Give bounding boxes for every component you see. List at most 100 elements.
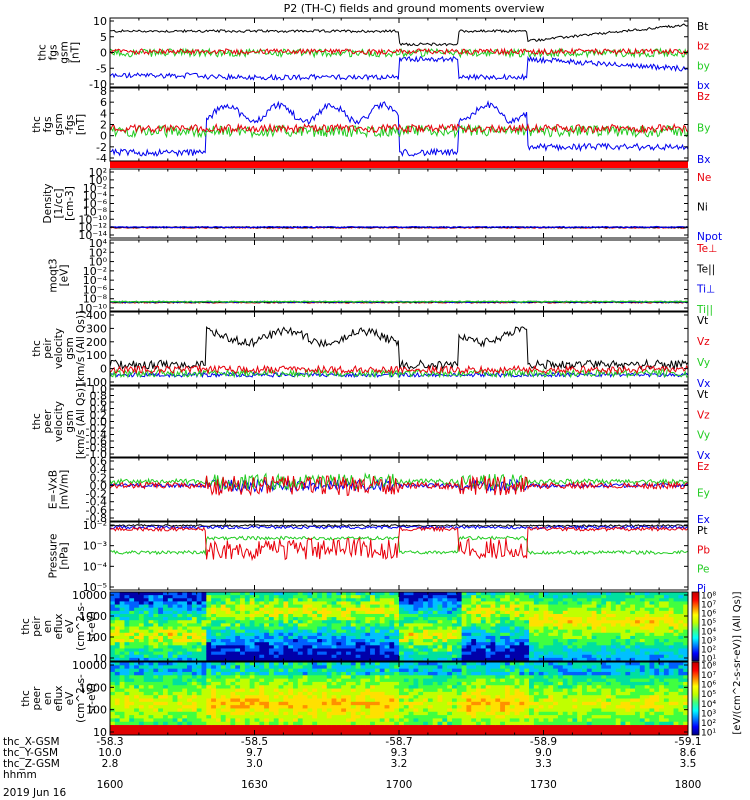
spectrogram-cell bbox=[273, 688, 279, 693]
spectrogram-cell bbox=[134, 623, 140, 627]
spectrogram-cell bbox=[283, 701, 289, 706]
spectrogram-cell bbox=[215, 671, 222, 676]
spectrogram-cell bbox=[572, 632, 578, 637]
spectrogram-cell bbox=[471, 688, 477, 693]
spectrogram-cell bbox=[278, 617, 284, 621]
spectrogram-cell bbox=[235, 657, 241, 661]
spectrogram-cell bbox=[451, 654, 458, 659]
spectrogram-cell bbox=[119, 671, 125, 676]
spectrogram-cell bbox=[389, 671, 395, 676]
spectrogram-cell bbox=[283, 698, 289, 703]
spectrogram-cell bbox=[283, 651, 289, 656]
spectrogram-cell bbox=[201, 595, 207, 599]
spectrogram-cell bbox=[456, 721, 463, 726]
spectrogram-cell bbox=[355, 595, 361, 599]
spectrogram-cell bbox=[273, 657, 279, 661]
series-line bbox=[110, 55, 688, 82]
spectrogram-cell bbox=[562, 595, 568, 599]
spectrogram-cell bbox=[187, 598, 193, 602]
spectrogram-cell bbox=[177, 595, 183, 599]
y-axis-label: [cm-3] bbox=[64, 186, 76, 221]
spectrogram-cell bbox=[321, 698, 328, 703]
spectrogram-cell bbox=[379, 708, 385, 713]
spectrogram-cell bbox=[336, 695, 342, 699]
spectrogram-cell bbox=[399, 626, 405, 631]
spectrogram-cell bbox=[471, 705, 477, 709]
spectrogram-cell bbox=[360, 592, 366, 596]
spectrogram-cell bbox=[172, 711, 178, 716]
spectrogram-cell bbox=[336, 598, 342, 602]
spectrogram-cell bbox=[172, 665, 178, 670]
spectrogram-cell bbox=[413, 721, 419, 726]
spectrogram-cell bbox=[389, 705, 395, 709]
spectrogram-cell bbox=[302, 604, 308, 609]
spectrogram-cell bbox=[326, 620, 332, 624]
spectrogram-cell bbox=[533, 604, 540, 609]
spectrogram-cell bbox=[167, 620, 174, 624]
spectrogram-cell bbox=[668, 626, 674, 631]
spectrogram-cell bbox=[355, 629, 361, 634]
spectrogram-cell bbox=[143, 718, 149, 723]
spectrogram-cell bbox=[659, 601, 665, 605]
spectrogram-cell bbox=[158, 715, 164, 719]
spectrogram-cell bbox=[114, 662, 121, 666]
spectrogram-cell bbox=[196, 654, 202, 659]
spectrogram-cell bbox=[399, 654, 405, 659]
spectrogram-cell bbox=[143, 610, 149, 615]
spectrogram-cell bbox=[162, 718, 169, 723]
spectrogram-cell bbox=[360, 662, 366, 666]
spectrogram-cell bbox=[471, 671, 477, 676]
spectrogram-cell bbox=[635, 629, 641, 634]
spectrogram-cell bbox=[129, 671, 135, 676]
spectrogram-cell bbox=[288, 610, 294, 615]
spectrogram-cell bbox=[591, 610, 597, 615]
spectrogram-cell bbox=[235, 698, 241, 703]
spectrogram-cell bbox=[302, 642, 308, 646]
spectrogram-cell bbox=[418, 635, 424, 640]
spectrogram-cell bbox=[321, 711, 328, 716]
spectrogram-cell bbox=[635, 626, 641, 631]
spectrogram-cell bbox=[350, 592, 357, 596]
spectrogram-cell bbox=[273, 671, 279, 676]
spectrogram-cell bbox=[456, 598, 463, 602]
spectrogram-cell bbox=[206, 665, 212, 670]
spectrogram-cell bbox=[211, 629, 217, 634]
spectrogram-cell bbox=[211, 698, 217, 703]
spectrogram-cell bbox=[240, 598, 246, 602]
spectrogram-cell bbox=[625, 610, 631, 615]
spectrogram-cell bbox=[355, 691, 361, 696]
spectrogram-cell bbox=[620, 595, 626, 599]
spectrogram-cell bbox=[249, 645, 255, 649]
spectrogram-cell bbox=[582, 620, 588, 624]
spectrogram-cell bbox=[567, 648, 573, 652]
spectrogram-cell bbox=[191, 665, 198, 670]
spectrogram-cell bbox=[114, 711, 121, 716]
legend-entry: Ey bbox=[697, 488, 710, 500]
spectrogram-cell bbox=[394, 610, 400, 615]
spectrogram-cell bbox=[158, 688, 164, 693]
spectrogram-cell bbox=[119, 728, 125, 733]
spectrogram-cell bbox=[533, 648, 540, 652]
spectrogram-cell bbox=[389, 648, 395, 652]
spectrogram-cell bbox=[370, 698, 376, 703]
spectrogram-cell bbox=[182, 718, 188, 723]
spectrogram-cell bbox=[201, 685, 207, 689]
spectrogram-cell bbox=[259, 718, 265, 723]
spectrogram-cell bbox=[138, 725, 145, 729]
spectrogram-cell bbox=[278, 731, 284, 735]
spectrogram-cell bbox=[240, 601, 246, 605]
spectrogram-cell bbox=[119, 607, 125, 612]
spectrogram-cell bbox=[471, 657, 477, 661]
spectrogram-cell bbox=[476, 662, 482, 666]
spectrogram-cell bbox=[124, 678, 130, 683]
spectrogram-cell bbox=[476, 665, 482, 670]
spectrogram-cell bbox=[355, 685, 361, 689]
spectrogram-cell bbox=[399, 681, 405, 686]
spectrogram-cell bbox=[374, 708, 381, 713]
spectrogram-cell bbox=[673, 617, 679, 621]
spectrogram-cell bbox=[485, 607, 491, 612]
spectrogram-cell bbox=[509, 595, 515, 599]
spectrogram-cell bbox=[278, 604, 284, 609]
spectrogram-cell bbox=[119, 598, 125, 602]
y-tick-label: 300 bbox=[86, 322, 107, 335]
